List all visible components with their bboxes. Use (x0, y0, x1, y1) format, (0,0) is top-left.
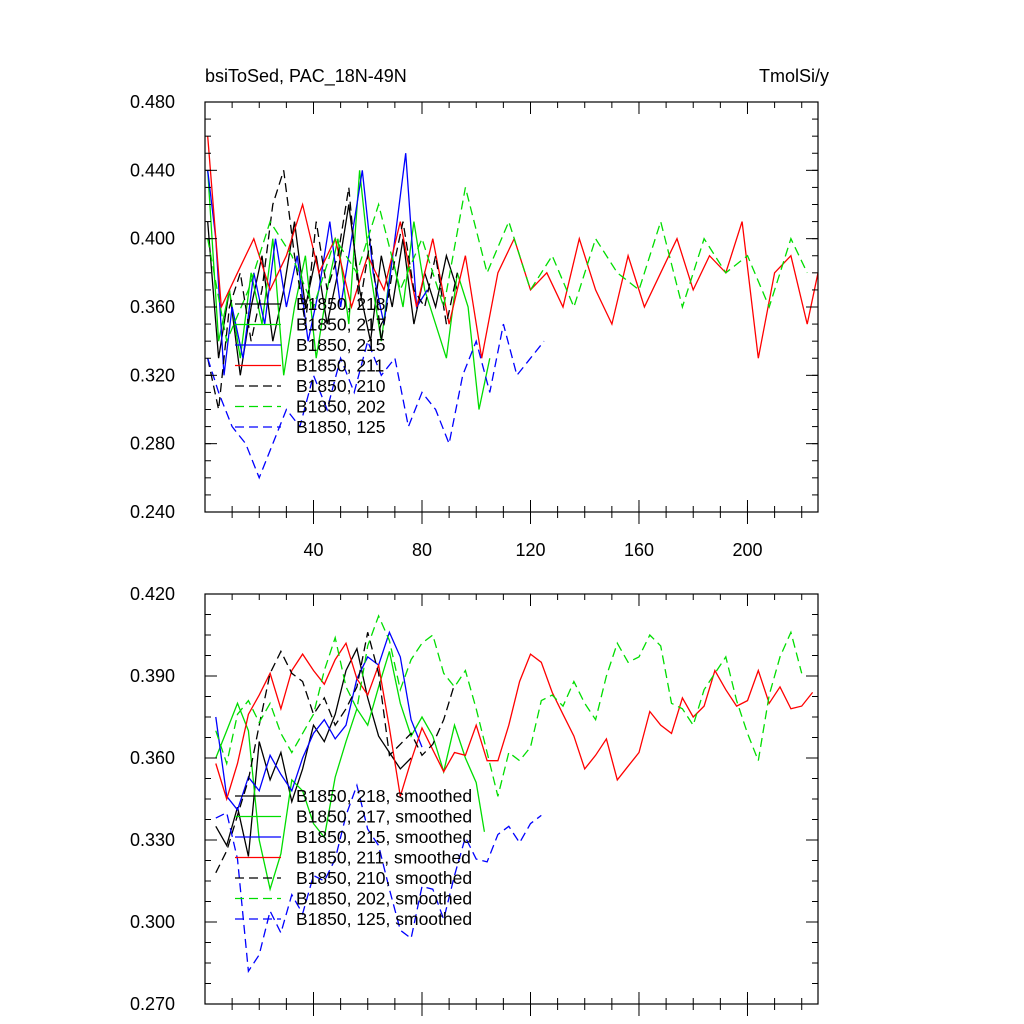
y-tick-label: 0.360 (130, 297, 175, 317)
series-line-6 (207, 187, 808, 344)
y-tick-label: 0.240 (130, 502, 175, 522)
y-tick-label: 0.420 (130, 584, 175, 604)
legend-label: B1850, 211 (296, 356, 384, 376)
y-tick-label: 0.330 (130, 830, 175, 850)
x-tick-label: 80 (412, 540, 432, 560)
series-line-1 (207, 204, 458, 376)
legend-label: B1850, 215, smoothed (296, 827, 472, 847)
legend-label: B1850, 215 (296, 335, 386, 355)
legend-label: B1850, 125, smoothed (296, 909, 472, 929)
y-tick-label: 0.400 (130, 229, 175, 249)
series-line-5 (215, 632, 456, 874)
y-tick-label: 0.320 (130, 365, 175, 385)
top-panel-series (207, 136, 818, 480)
top-panel-title-left: bsiToSed, PAC_18N-49N (205, 66, 407, 87)
x-tick-label: 40 (303, 540, 323, 560)
top-panel-axes: 0.240 0.280 0.320 0.360 0.400 0.440 0.480 40 80 1… (130, 92, 818, 560)
legend-label: B1850, 210, smoothed (296, 868, 472, 888)
legend-label: B1850, 211, smoothed (296, 848, 471, 868)
x-tick-label: 200 (732, 540, 762, 560)
legend-label: B1850, 218, smoothed (296, 786, 472, 806)
y-tick-label: 0.480 (130, 92, 175, 112)
series-line-1 (215, 646, 412, 857)
legend-label: B1850, 217, smoothed (296, 807, 472, 827)
series-line-7 (207, 323, 545, 480)
legend-label: B1850, 202 (296, 397, 386, 417)
bottom-panel-axes: 0.270 0.300 0.330 0.360 0.390 0.420 (130, 584, 818, 1016)
y-tick-label: 0.300 (130, 912, 175, 932)
legend-label: B1850, 210 (296, 376, 386, 396)
series-line-6 (215, 614, 803, 797)
top-panel: bsiToSed, PAC_18N-49N TmolSi/y 0.240 0.28… (130, 66, 829, 560)
legend-label: B1850, 218 (296, 294, 386, 314)
x-tick-label: 120 (515, 540, 545, 560)
legend-label: B1850, 202, smoothed (296, 889, 472, 909)
series-line-2 (215, 651, 486, 892)
y-tick-label: 0.360 (130, 748, 175, 768)
y-tick-label: 0.440 (130, 160, 175, 180)
y-tick-label: 0.280 (130, 434, 175, 454)
series-line-7 (215, 783, 542, 974)
y-tick-label: 0.390 (130, 666, 175, 686)
bottom-panel: 0.270 0.300 0.330 0.360 0.390 0.420 B1850, 21… (130, 584, 819, 1016)
legend-label: B1850, 125 (296, 417, 386, 437)
series-line-2 (207, 170, 491, 410)
bottom-panel-series (215, 614, 814, 974)
series-line-3 (207, 153, 428, 376)
legend-label: B1850, 217 (296, 315, 386, 335)
x-tick-label: 160 (624, 540, 654, 560)
y-tick-label: 0.270 (130, 994, 175, 1014)
top-panel-title-right: TmolSi/y (759, 66, 829, 86)
